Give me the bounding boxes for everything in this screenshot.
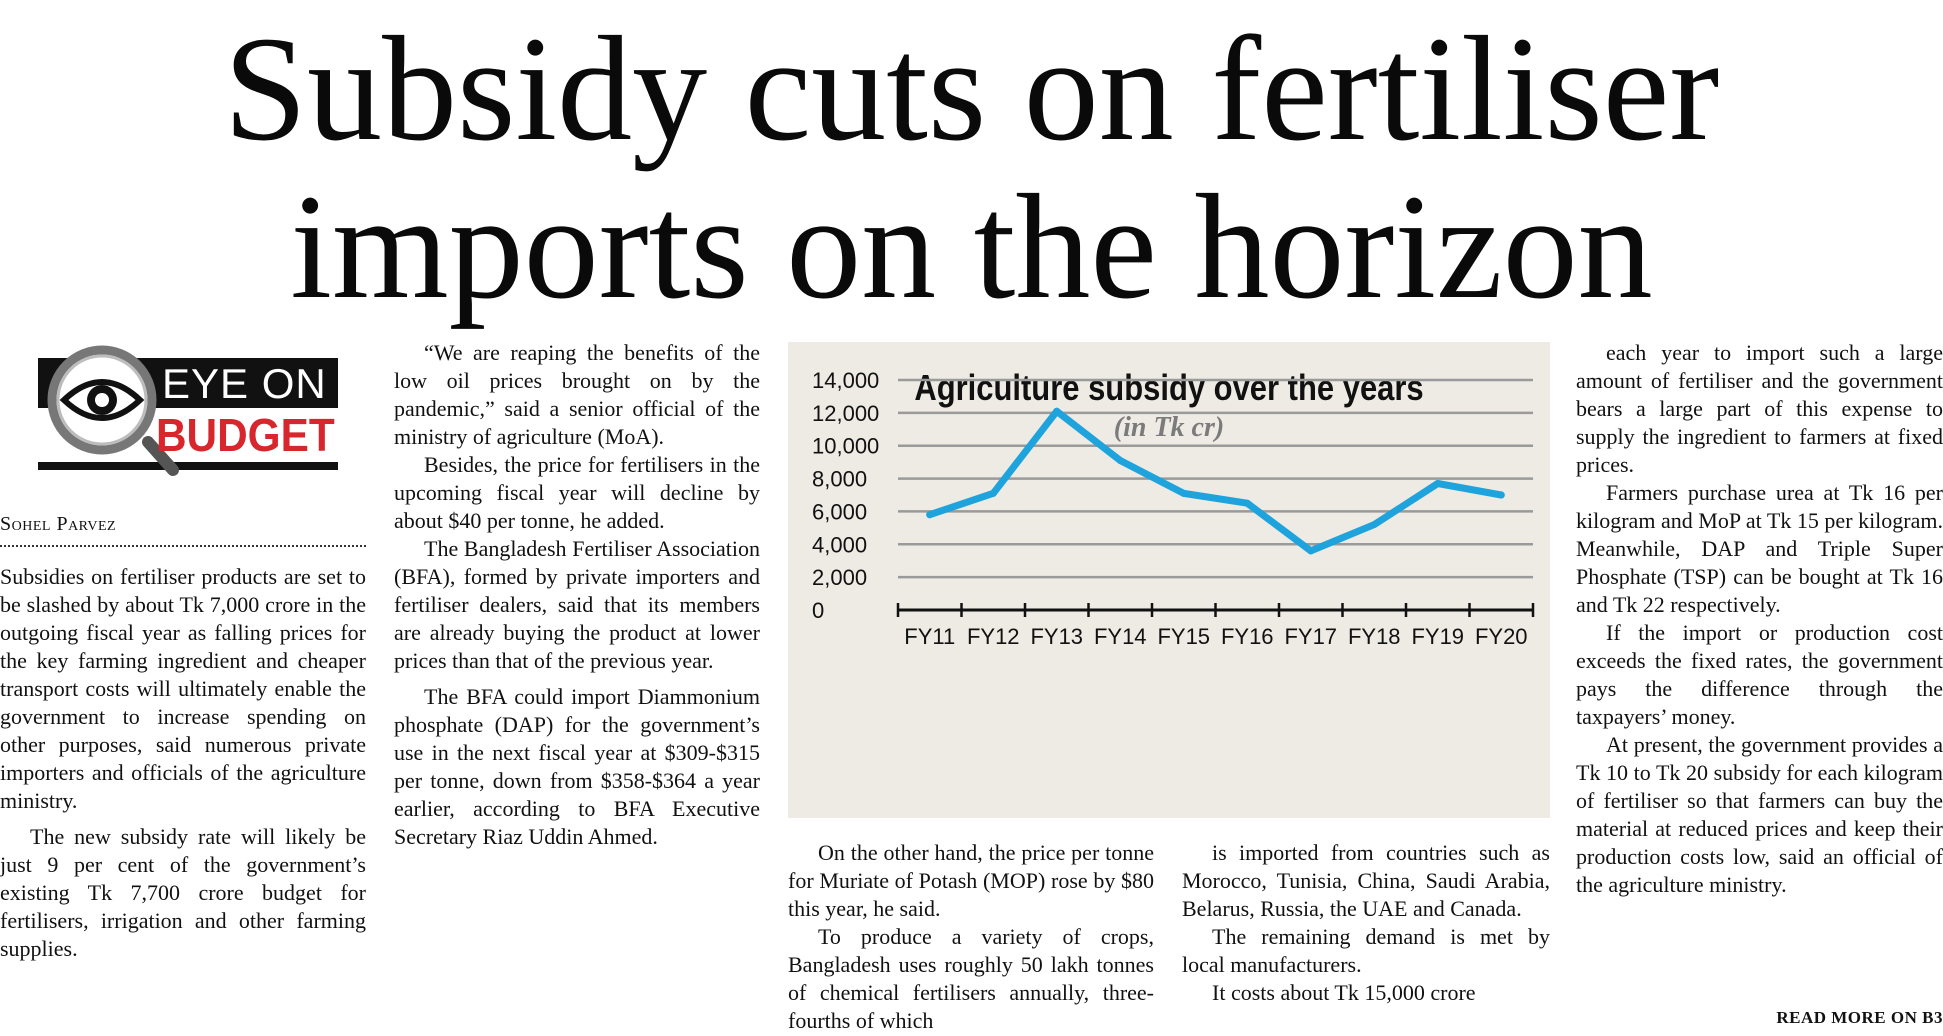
paragraph: The Bangladesh Fertiliser Association (B… <box>394 536 760 673</box>
data-point <box>1053 407 1061 415</box>
data-point <box>1307 547 1315 555</box>
data-point <box>1370 521 1378 529</box>
y-tick-label: 0 <box>812 598 824 623</box>
y-tick-label: 12,000 <box>812 401 879 426</box>
article-column-3: On the other hand, the price per tonne f… <box>788 839 1154 1035</box>
paragraph: The new subsidy rate will likely be just… <box>0 824 366 961</box>
paragraph: The remaining demand is met by local man… <box>1182 924 1550 977</box>
chart-plot: 0 2,000 4,000 6,000 8,000 10,000 12,000 14,000 F… <box>812 368 1535 649</box>
data-point <box>926 511 934 519</box>
paragraph: each year to import such a large amount … <box>1576 340 1943 477</box>
data-point <box>1434 480 1442 487</box>
paragraph: is imported from countries such as Moroc… <box>1182 840 1550 921</box>
data-point <box>1497 491 1505 499</box>
x-tick-label: FY11 <box>904 624 955 649</box>
x-tick-label: FY14 <box>1094 624 1147 649</box>
article-column-1: Subsidies on fertiliser products are set… <box>0 563 366 963</box>
paragraph: It costs about Tk 15,000 crore <box>1212 980 1476 1005</box>
byline-divider <box>0 545 366 547</box>
paragraph: Besides, the price for fertilisers in th… <box>394 452 760 533</box>
x-tick-label: FY19 <box>1411 624 1464 649</box>
paragraph: At present, the government provides a Tk… <box>1576 732 1943 897</box>
subsidy-chart: Agriculture subsidy over the years (in T… <box>788 342 1550 818</box>
y-tick-label: 2,000 <box>812 565 867 590</box>
paragraph: “We are reaping the benefits of the low … <box>394 340 760 449</box>
x-tick-label: FY12 <box>967 624 1020 649</box>
paragraph: Farmers purchase urea at Tk 16 per kilog… <box>1576 480 1943 617</box>
chart-title: Agriculture subsidy over the years <box>914 367 1424 408</box>
paragraph: Subsidies on fertiliser products are set… <box>0 564 366 813</box>
paragraph: The BFA could import Diammonium phosphat… <box>394 684 760 849</box>
x-tick-label: FY13 <box>1030 624 1083 649</box>
y-tick-label: 6,000 <box>812 499 867 524</box>
byline: Sohel Parvez <box>0 513 117 535</box>
paragraph: On the other hand, the price per tonne f… <box>788 840 1154 921</box>
logo-eye-on-text: EYE ON <box>162 360 327 407</box>
y-tick-label: 10,000 <box>812 434 879 459</box>
data-point <box>1180 489 1188 497</box>
x-tick-label: FY18 <box>1348 624 1401 649</box>
article-column-5: each year to import such a large amount … <box>1576 339 1943 899</box>
magnifier-eye-icon <box>47 345 179 476</box>
logo-budget-text: BUDGET <box>156 409 335 461</box>
eye-on-budget-logo: EYE ON BUDGET <box>30 342 340 482</box>
x-tick-label: FY17 <box>1284 624 1337 649</box>
headline: Subsidy cuts on fertiliser imports on th… <box>0 10 1943 326</box>
logo-bar-bottom <box>38 462 338 470</box>
paragraph: If the import or production cost exceeds… <box>1576 620 1943 729</box>
headline-line-2: imports on the horizon <box>290 164 1653 330</box>
data-point <box>989 489 997 497</box>
data-point <box>1116 457 1124 464</box>
x-tick-label: FY16 <box>1221 624 1274 649</box>
article-column-4: is imported from countries such as Moroc… <box>1182 839 1550 1007</box>
x-tick-label: FY15 <box>1157 624 1210 649</box>
y-tick-label: 14,000 <box>812 368 879 393</box>
article-column-2: “We are reaping the benefits of the low … <box>394 339 760 851</box>
series-line <box>926 407 1505 555</box>
headline-line-1: Subsidy cuts on fertiliser <box>223 6 1720 172</box>
x-tick-label: FY20 <box>1475 624 1528 649</box>
read-more-link[interactable]: READ MORE ON B3 <box>1776 1008 1943 1027</box>
paragraph: To produce a variety of crops, Banglades… <box>788 924 1154 1033</box>
chart-subtitle: (in Tk cr) <box>1113 412 1225 443</box>
y-tick-label: 4,000 <box>812 532 867 557</box>
data-point <box>1243 499 1251 507</box>
y-tick-label: 8,000 <box>812 467 867 492</box>
